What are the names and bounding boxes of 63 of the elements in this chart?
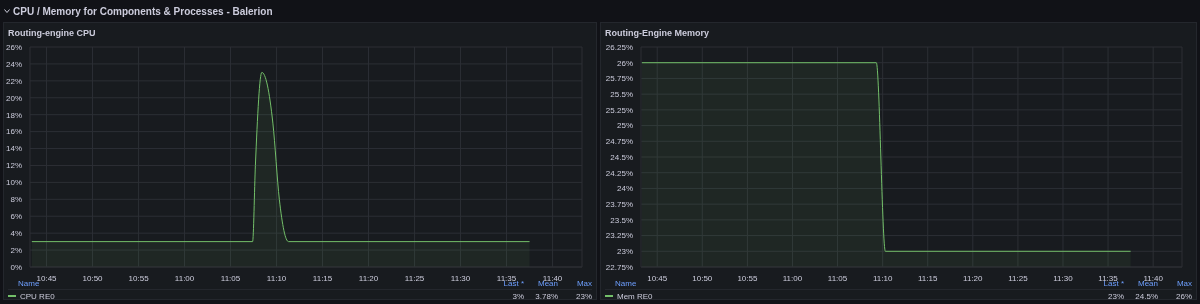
text: 26%	[1175, 291, 1192, 301]
x-tick-label: 11:30	[1053, 273, 1074, 283]
y-tick-label: 4%	[10, 228, 22, 238]
y-tick-label: 26.25%	[605, 42, 633, 52]
y-tick-label: 23%	[616, 247, 633, 257]
text: 24.5%	[1134, 291, 1158, 301]
x-tick-label: 10:50	[82, 273, 104, 283]
y-tick-label: 23.25%	[605, 231, 633, 241]
x-tick-label: 11:00	[174, 273, 195, 283]
y-tick-label: 10%	[5, 178, 22, 188]
y-tick-label: 2%	[10, 245, 22, 255]
x-tick-label: 11:20	[963, 273, 984, 283]
x-tick-label: 11:15	[918, 273, 938, 283]
y-tick-label: 25%	[616, 121, 633, 131]
text: Max	[1176, 279, 1192, 288]
y-tick-label: 26%	[616, 58, 633, 68]
y-tick-label: 18%	[5, 110, 22, 120]
chart-title: Routing-engine CPU	[8, 28, 96, 38]
x-tick-label: 11:30	[450, 273, 471, 283]
y-tick-label: 8%	[10, 195, 22, 205]
x-tick-label: 11:10	[266, 273, 287, 283]
y-tick-label: 22.75%	[605, 262, 633, 272]
y-tick-label: 23.75%	[605, 199, 633, 209]
y-tick-label: 0%	[10, 262, 22, 272]
x-tick-label: 11:15	[312, 273, 333, 283]
x-tick-label: 11:10	[872, 273, 893, 283]
y-tick-label: 25.5%	[610, 89, 633, 99]
y-tick-label: 16%	[5, 127, 22, 137]
chart-title: Routing-Engine Memory	[605, 28, 709, 38]
y-tick-label: 24.75%	[605, 137, 633, 147]
y-tick-label: 6%	[10, 212, 22, 222]
y-tick-label: 14%	[5, 144, 22, 154]
text: Max	[576, 279, 592, 288]
y-tick-label: 25.75%	[605, 74, 633, 84]
x-tick-label: 11:05	[220, 273, 241, 283]
text: 23%	[575, 291, 592, 301]
x-tick-label: 11:25	[1008, 273, 1029, 283]
x-tick-label: 10:55	[128, 273, 150, 283]
y-tick-label: 23.5%	[610, 215, 633, 225]
x-tick-label: 10:55	[737, 273, 758, 283]
x-tick-label: 11:00	[782, 273, 803, 283]
legend-label: Mem RE0	[616, 291, 654, 301]
x-tick-label: 10:45	[647, 273, 668, 283]
y-tick-label: 20%	[5, 93, 22, 103]
y-tick-label: 22%	[5, 76, 22, 86]
text: CPU / Memory for Components & Processes - Balerion	[12, 5, 273, 17]
text: Name	[615, 279, 637, 288]
x-tick-label: 11:25	[404, 273, 425, 283]
x-tick-label: 11:05	[827, 273, 848, 283]
text: 3%	[511, 291, 524, 301]
text: 3.78%	[534, 291, 558, 301]
y-tick-label: 12%	[5, 161, 22, 171]
y-tick-label: 24.25%	[605, 168, 633, 178]
y-tick-label: 24%	[5, 59, 22, 69]
x-tick-label: 11:20	[358, 273, 379, 283]
y-tick-label: 24%	[616, 184, 633, 194]
y-tick-label: 25.25%	[605, 105, 633, 115]
x-tick-label: 10:50	[692, 273, 713, 283]
x-tick-label: 10:45	[36, 273, 58, 283]
y-tick-label: 26%	[5, 42, 22, 52]
text: 23%	[1107, 291, 1124, 301]
y-tick-label: 24.5%	[610, 152, 633, 162]
legend-label: CPU RE0	[19, 291, 56, 301]
